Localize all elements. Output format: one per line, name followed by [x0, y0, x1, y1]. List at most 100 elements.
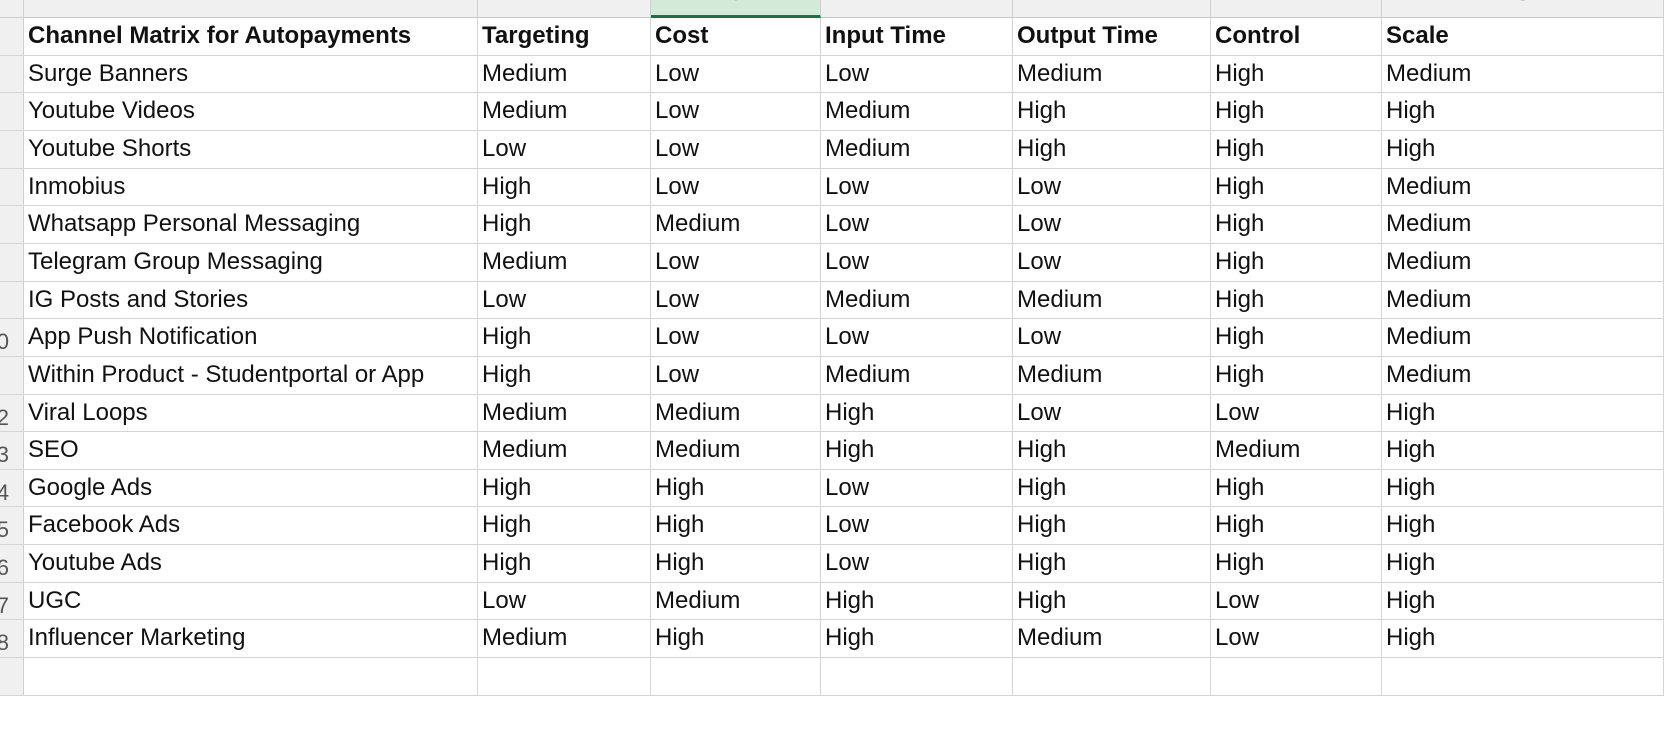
- table-cell[interactable]: Medium: [1382, 357, 1664, 395]
- table-cell[interactable]: Telegram Group Messaging: [24, 244, 478, 282]
- table-cell[interactable]: Low: [1013, 169, 1211, 206]
- table-cell[interactable]: Medium: [478, 620, 651, 658]
- table-cell[interactable]: High: [1211, 131, 1382, 169]
- table-cell[interactable]: High: [821, 395, 1013, 432]
- table-cell[interactable]: Medium: [651, 432, 821, 470]
- table-cell[interactable]: High: [821, 583, 1013, 620]
- table-cell[interactable]: Medium: [478, 395, 651, 432]
- table-cell[interactable]: High: [651, 470, 821, 507]
- table-cell[interactable]: High: [478, 545, 651, 583]
- header-cell[interactable]: Targeting: [478, 18, 651, 56]
- table-cell[interactable]: Low: [821, 206, 1013, 244]
- table-cell[interactable]: [1211, 658, 1382, 696]
- table-cell[interactable]: Medium: [821, 357, 1013, 395]
- table-cell[interactable]: High: [651, 620, 821, 658]
- table-cell[interactable]: UGC: [24, 583, 478, 620]
- table-cell[interactable]: Surge Banners: [24, 56, 478, 93]
- column-header-e[interactable]: E: [1013, 0, 1211, 18]
- table-cell[interactable]: Low: [651, 131, 821, 169]
- table-cell[interactable]: High: [1013, 131, 1211, 169]
- table-cell[interactable]: Medium: [1382, 206, 1664, 244]
- table-cell[interactable]: High: [478, 169, 651, 206]
- row-header[interactable]: [0, 357, 24, 395]
- table-cell[interactable]: High: [478, 357, 651, 395]
- table-cell[interactable]: [1382, 658, 1664, 696]
- header-cell[interactable]: Cost: [651, 18, 821, 56]
- table-cell[interactable]: High: [1211, 545, 1382, 583]
- table-cell[interactable]: High: [1211, 169, 1382, 206]
- row-header[interactable]: [0, 658, 24, 696]
- table-cell[interactable]: High: [1382, 507, 1664, 545]
- table-cell[interactable]: High: [1382, 432, 1664, 470]
- table-cell[interactable]: High: [1211, 357, 1382, 395]
- row-header[interactable]: [0, 282, 24, 319]
- table-cell[interactable]: Low: [821, 319, 1013, 357]
- header-cell[interactable]: Scale: [1382, 18, 1664, 56]
- row-header[interactable]: 3: [0, 432, 24, 470]
- header-cell[interactable]: Input Time: [821, 18, 1013, 56]
- table-cell[interactable]: Low: [651, 169, 821, 206]
- table-cell[interactable]: Low: [478, 282, 651, 319]
- table-cell[interactable]: Google Ads: [24, 470, 478, 507]
- table-cell[interactable]: Medium: [1211, 432, 1382, 470]
- table-cell[interactable]: High: [1382, 545, 1664, 583]
- column-header-c[interactable]: C: [651, 0, 821, 18]
- table-cell[interactable]: Low: [821, 507, 1013, 545]
- table-cell[interactable]: [24, 658, 478, 696]
- table-cell[interactable]: High: [1382, 620, 1664, 658]
- row-header[interactable]: 6: [0, 545, 24, 583]
- table-cell[interactable]: Low: [478, 583, 651, 620]
- table-cell[interactable]: High: [1382, 470, 1664, 507]
- table-cell[interactable]: [1013, 658, 1211, 696]
- table-cell[interactable]: Medium: [1013, 620, 1211, 658]
- table-cell[interactable]: Low: [821, 56, 1013, 93]
- table-cell[interactable]: High: [1382, 131, 1664, 169]
- table-cell[interactable]: Low: [821, 470, 1013, 507]
- table-cell[interactable]: Low: [1211, 395, 1382, 432]
- table-cell[interactable]: High: [1211, 206, 1382, 244]
- table-cell[interactable]: Medium: [651, 206, 821, 244]
- table-cell[interactable]: Medium: [1382, 169, 1664, 206]
- table-cell[interactable]: Low: [651, 282, 821, 319]
- table-cell[interactable]: High: [1211, 319, 1382, 357]
- row-header[interactable]: [0, 169, 24, 206]
- table-cell[interactable]: Low: [1013, 244, 1211, 282]
- column-header-g[interactable]: G: [1382, 0, 1664, 18]
- row-header[interactable]: 8: [0, 620, 24, 658]
- row-header[interactable]: [0, 93, 24, 131]
- table-cell[interactable]: Medium: [1013, 357, 1211, 395]
- table-cell[interactable]: Within Product - Studentportal or App: [24, 357, 478, 395]
- table-cell[interactable]: High: [1211, 507, 1382, 545]
- table-cell[interactable]: Medium: [1382, 319, 1664, 357]
- row-header[interactable]: 4: [0, 470, 24, 507]
- table-cell[interactable]: Medium: [478, 432, 651, 470]
- table-cell[interactable]: [651, 658, 821, 696]
- table-cell[interactable]: High: [1382, 93, 1664, 131]
- table-cell[interactable]: Low: [651, 319, 821, 357]
- row-header[interactable]: 5: [0, 507, 24, 545]
- table-cell[interactable]: Low: [821, 169, 1013, 206]
- table-cell[interactable]: High: [1013, 545, 1211, 583]
- table-cell[interactable]: High: [478, 507, 651, 545]
- table-cell[interactable]: High: [1013, 507, 1211, 545]
- table-cell[interactable]: Medium: [1382, 282, 1664, 319]
- header-cell[interactable]: Control: [1211, 18, 1382, 56]
- row-header[interactable]: 0: [0, 319, 24, 357]
- table-cell[interactable]: High: [1211, 56, 1382, 93]
- select-all-corner[interactable]: [0, 0, 24, 18]
- table-cell[interactable]: Low: [478, 131, 651, 169]
- table-cell[interactable]: Medium: [478, 244, 651, 282]
- table-cell[interactable]: Inmobius: [24, 169, 478, 206]
- table-cell[interactable]: SEO: [24, 432, 478, 470]
- column-header-d[interactable]: D: [821, 0, 1013, 18]
- table-cell[interactable]: Low: [651, 357, 821, 395]
- table-cell[interactable]: High: [1211, 470, 1382, 507]
- table-cell[interactable]: High: [478, 206, 651, 244]
- row-header[interactable]: 7: [0, 583, 24, 620]
- column-header-b[interactable]: B: [478, 0, 651, 18]
- table-cell[interactable]: Low: [821, 545, 1013, 583]
- table-cell[interactable]: High: [1382, 583, 1664, 620]
- header-cell[interactable]: Channel Matrix for Autopayments: [24, 18, 478, 56]
- row-header[interactable]: [0, 131, 24, 169]
- table-cell[interactable]: App Push Notification: [24, 319, 478, 357]
